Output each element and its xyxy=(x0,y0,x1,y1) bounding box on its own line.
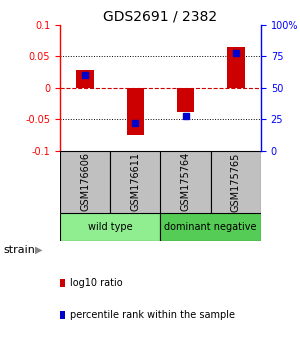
Text: GSM176611: GSM176611 xyxy=(130,152,140,211)
Text: wild type: wild type xyxy=(88,222,133,232)
Text: GSM176606: GSM176606 xyxy=(80,152,90,211)
Text: dominant negative: dominant negative xyxy=(164,222,257,232)
Text: GSM175764: GSM175764 xyxy=(181,152,190,211)
Bar xyxy=(60,213,160,241)
Text: log10 ratio: log10 ratio xyxy=(70,278,122,288)
Bar xyxy=(110,151,160,213)
Bar xyxy=(76,70,94,88)
Bar xyxy=(227,47,245,88)
Text: GSM175765: GSM175765 xyxy=(231,152,241,211)
Bar xyxy=(177,88,194,112)
Text: percentile rank within the sample: percentile rank within the sample xyxy=(70,310,235,320)
Bar xyxy=(211,151,261,213)
Bar xyxy=(160,151,211,213)
Bar xyxy=(60,151,110,213)
Bar xyxy=(127,88,144,135)
Bar xyxy=(160,213,261,241)
Text: ▶: ▶ xyxy=(34,245,42,255)
Text: strain: strain xyxy=(3,245,35,255)
Title: GDS2691 / 2382: GDS2691 / 2382 xyxy=(103,10,218,24)
